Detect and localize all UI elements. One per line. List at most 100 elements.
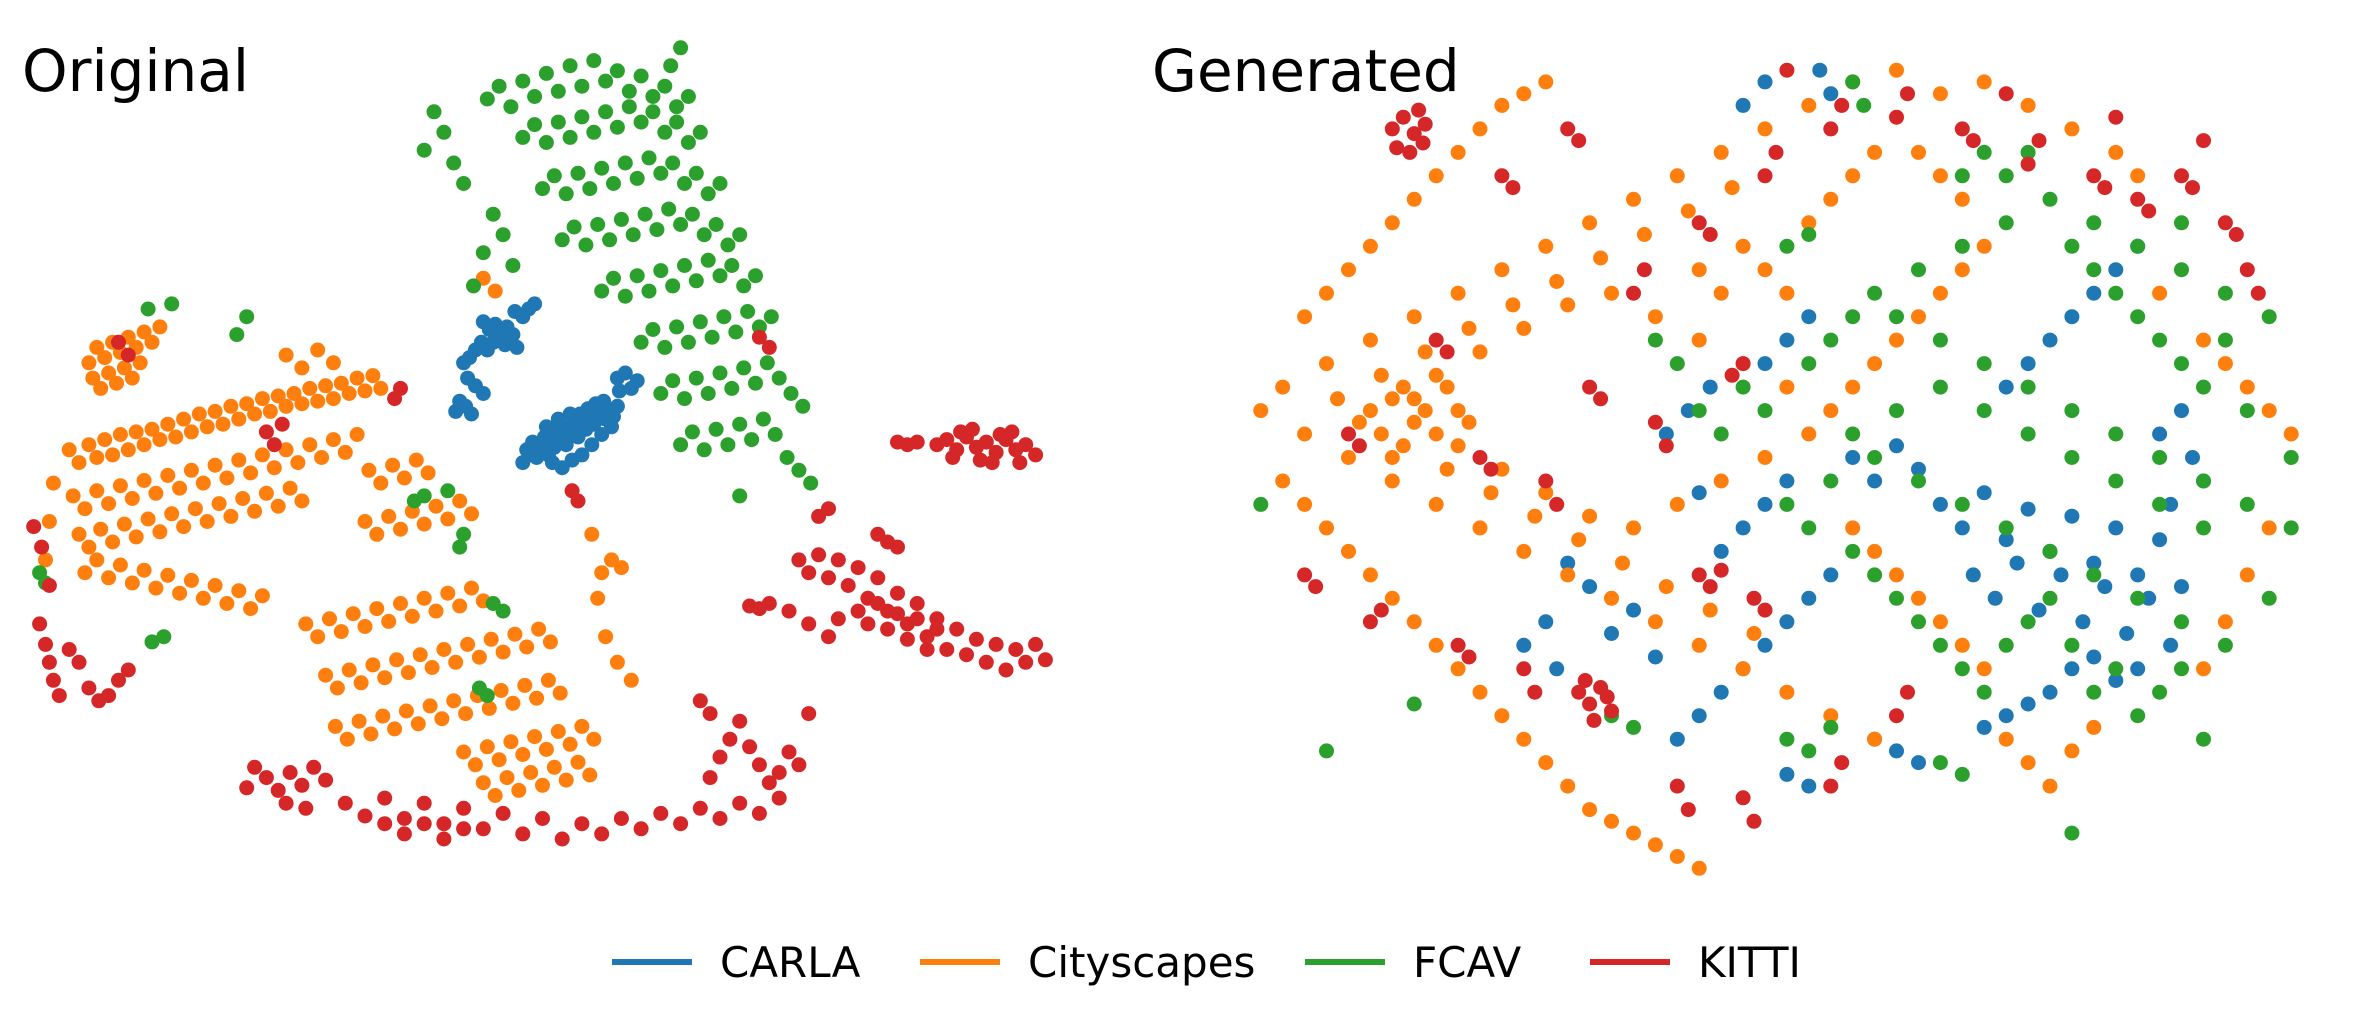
data-point-kitti	[712, 811, 728, 826]
legend-item-kitti: KITTI	[1590, 938, 1801, 987]
data-point-carla	[1757, 356, 1773, 372]
data-point-cityscapes	[1889, 332, 1904, 348]
data-point-cityscapes	[1976, 661, 1992, 677]
data-point-fcav	[2130, 590, 2146, 606]
data-point-cityscapes	[481, 700, 497, 716]
data-point-fcav	[535, 181, 550, 197]
data-point-cityscapes	[1384, 215, 1400, 231]
data-point-cityscapes	[1538, 485, 1554, 501]
data-point-kitti	[978, 434, 994, 450]
data-point-fcav	[538, 135, 554, 150]
data-point-cityscapes	[310, 342, 326, 358]
data-point-cityscapes	[1494, 262, 1510, 278]
data-point-fcav	[515, 73, 531, 89]
original-panel: Original	[22, 37, 1053, 847]
data-point-fcav	[1845, 543, 1861, 559]
data-point-fcav	[700, 252, 716, 268]
data-point-fcav	[2020, 614, 2036, 630]
data-point-fcav	[2086, 684, 2102, 700]
data-point-kitti	[919, 642, 935, 657]
data-point-kitti	[1713, 562, 1729, 578]
data-point-fcav	[606, 270, 621, 286]
data-point-cityscapes	[1395, 438, 1411, 454]
data-point-cityscapes	[1932, 86, 1948, 102]
generated-series-carla	[1516, 62, 2211, 794]
data-point-cityscapes	[420, 465, 436, 481]
data-point-fcav	[416, 488, 432, 504]
data-point-cityscapes	[1341, 543, 1356, 559]
data-point-cityscapes	[1560, 567, 1576, 583]
data-point-carla	[596, 393, 612, 409]
data-point-carla	[2020, 356, 2036, 372]
data-point-fcav	[657, 78, 673, 94]
data-point-kitti	[1417, 116, 1433, 132]
data-point-cityscapes	[2217, 356, 2233, 372]
data-point-cityscapes	[1779, 684, 1795, 700]
data-point-fcav	[740, 304, 756, 319]
data-point-cityscapes	[349, 427, 365, 442]
data-point-cityscapes	[1461, 320, 1477, 336]
data-point-fcav	[673, 437, 689, 453]
data-point-cityscapes	[519, 639, 535, 655]
data-point-cityscapes	[365, 368, 381, 384]
data-point-cityscapes	[1735, 238, 1751, 254]
data-point-kitti	[2097, 180, 2113, 196]
data-point-cityscapes	[124, 575, 140, 591]
data-point-cityscapes	[377, 670, 393, 686]
data-point-carla	[2130, 567, 2146, 583]
data-point-fcav	[2239, 403, 2255, 419]
data-point-kitti	[2130, 191, 2146, 207]
data-point-fcav	[436, 124, 452, 140]
data-point-kitti	[702, 770, 718, 786]
data-point-kitti	[1411, 102, 1427, 118]
data-point-fcav	[653, 165, 669, 181]
data-point-cityscapes	[302, 380, 318, 396]
data-point-cityscapes	[1911, 590, 1926, 606]
data-point-cityscapes	[1626, 825, 1641, 841]
data-point-cityscapes	[381, 613, 397, 629]
data-point-cityscapes	[458, 706, 474, 722]
data-point-fcav	[446, 155, 462, 171]
data-point-fcav	[680, 334, 696, 350]
data-point-fcav	[708, 421, 724, 437]
data-point-cityscapes	[38, 552, 53, 568]
data-point-fcav	[696, 442, 712, 458]
data-point-cityscapes	[1976, 238, 1992, 254]
data-point-fcav	[609, 63, 625, 79]
data-point-fcav	[692, 124, 708, 140]
data-point-cityscapes	[365, 657, 381, 673]
data-point-kitti	[71, 654, 87, 670]
data-point-cityscapes	[416, 590, 432, 606]
data-point-cityscapes	[2239, 567, 2255, 583]
data-point-carla	[1735, 97, 1751, 113]
data-point-cityscapes	[270, 388, 286, 404]
data-point-kitti	[633, 821, 649, 837]
data-point-carla	[1713, 684, 1729, 700]
data-point-cityscapes	[550, 724, 566, 739]
data-point-fcav	[574, 78, 590, 94]
data-point-cityscapes	[1516, 320, 1532, 336]
data-point-kitti	[1626, 285, 1641, 301]
data-point-kitti	[436, 816, 452, 832]
data-point-fcav	[665, 373, 681, 389]
original-scatter-points	[26, 40, 1053, 847]
data-point-cityscapes	[434, 711, 450, 727]
data-point-kitti	[45, 672, 61, 688]
data-point-carla	[1538, 614, 1554, 630]
data-point-kitti	[771, 765, 787, 780]
data-point-kitti	[247, 759, 263, 775]
data-point-cityscapes	[235, 491, 251, 506]
data-point-kitti	[801, 565, 817, 581]
original-series-kitti	[26, 329, 1053, 847]
data-point-cityscapes	[231, 452, 247, 468]
data-point-cityscapes	[1932, 168, 1948, 184]
data-point-cityscapes	[160, 467, 176, 483]
data-point-fcav	[625, 227, 641, 243]
data-point-carla	[1604, 626, 1619, 641]
original-series-carla	[448, 296, 645, 476]
data-point-cityscapes	[479, 739, 495, 755]
data-point-fcav	[621, 83, 637, 99]
data-point-fcav	[2086, 215, 2102, 231]
data-point-cityscapes	[112, 557, 128, 573]
data-point-cityscapes	[112, 427, 128, 442]
